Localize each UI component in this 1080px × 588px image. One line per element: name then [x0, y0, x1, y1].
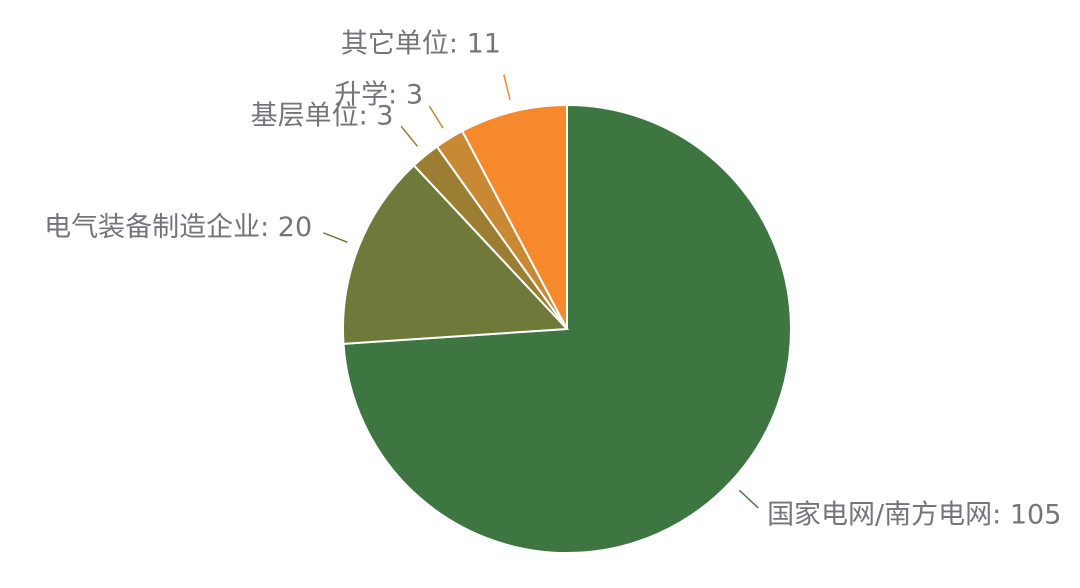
- leader-line: [503, 74, 511, 101]
- leader-line: [428, 105, 444, 129]
- data-label: 升学: 3: [334, 79, 423, 110]
- pie-slice: [342, 164, 570, 345]
- leader-line: [323, 232, 348, 244]
- data-label: 其它单位: 11: [341, 29, 501, 60]
- data-label: 国家电网/南方电网: 105: [767, 500, 1061, 531]
- leader-line: [738, 489, 759, 509]
- leader-line: [400, 125, 419, 147]
- pie-slice: [460, 103, 568, 330]
- data-label: 电气装备制造企业: 20: [44, 212, 312, 243]
- data-label: 基层单位: 3: [251, 100, 394, 131]
